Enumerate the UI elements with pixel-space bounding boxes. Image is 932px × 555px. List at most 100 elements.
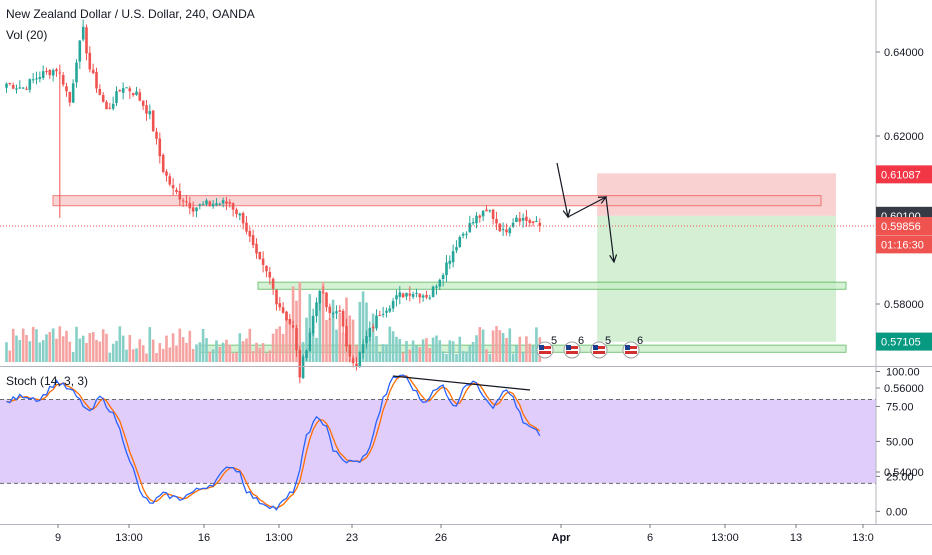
volume-bar <box>248 328 252 362</box>
volume-bar <box>275 328 278 362</box>
volume-bar <box>321 282 325 362</box>
volume-bar <box>215 340 218 362</box>
volume-bar <box>131 349 135 362</box>
candle-body <box>515 217 518 222</box>
candle-body <box>298 349 302 378</box>
volume-bar <box>311 330 315 362</box>
price-badge-label: 0.61087 <box>881 169 921 181</box>
volume-bar <box>38 342 42 362</box>
candle-body <box>191 207 195 212</box>
volume-bar <box>221 342 225 362</box>
volume-bar <box>88 333 92 362</box>
candle-body <box>18 87 22 89</box>
volume-bar <box>438 340 442 362</box>
candle-body <box>528 220 532 223</box>
volume-bar <box>375 336 378 362</box>
volume-bar <box>85 343 88 362</box>
candle-body <box>478 215 482 218</box>
volume-bar <box>458 336 462 362</box>
candle-body <box>485 209 488 212</box>
volume-bar <box>528 343 532 362</box>
candle-body <box>121 88 125 93</box>
price-badge <box>876 332 932 351</box>
volume-bar <box>325 319 328 362</box>
volume-bar <box>451 341 455 362</box>
candle-body <box>151 110 155 132</box>
candle-body <box>345 326 348 347</box>
candle-body <box>28 79 32 90</box>
volume-bar <box>495 326 498 362</box>
volume-bar <box>465 351 468 362</box>
time-tick-label: 16 <box>198 532 210 544</box>
candle-body <box>161 154 165 172</box>
candle-body <box>461 233 465 236</box>
volume-bar <box>185 342 188 362</box>
candle-body <box>185 201 188 203</box>
flag-stripe-icon <box>566 346 578 349</box>
chart-title: New Zealand Dollar / U.S. Dollar, 240, O… <box>6 7 255 21</box>
candle-body <box>508 228 512 234</box>
volume-bar <box>445 354 448 362</box>
volume-bar <box>65 330 68 362</box>
candle-body <box>128 88 132 92</box>
volume-bar <box>175 345 178 362</box>
flag-canton-icon <box>566 345 571 350</box>
candle-body <box>511 222 515 227</box>
price-tick-label: 0.62000 <box>884 131 924 143</box>
volume-bar <box>125 349 128 362</box>
volume-bar <box>261 343 265 362</box>
candle-body <box>355 363 358 366</box>
volume-bar <box>225 339 228 362</box>
candle-body <box>218 203 222 205</box>
volume-bar <box>195 344 198 362</box>
volume-bar <box>235 352 238 362</box>
flag-stripe-icon <box>593 346 605 349</box>
volume-bar <box>201 329 205 362</box>
stoch-tick-label: 0.00 <box>886 506 907 518</box>
volume-bar <box>535 327 538 362</box>
stoch-tick-label: 50.00 <box>886 436 914 448</box>
candle-body <box>85 27 88 54</box>
candle-body <box>21 87 25 89</box>
volume-bar <box>481 329 485 362</box>
volume-bar <box>485 349 488 362</box>
event-marker-count: 6 <box>637 335 643 347</box>
projection-path <box>556 162 615 263</box>
candle-body <box>165 171 168 176</box>
volume-bar <box>305 317 308 362</box>
candle-body <box>388 308 392 312</box>
candle-body <box>231 203 235 210</box>
candle-body <box>375 315 378 329</box>
candle-body <box>368 327 372 338</box>
candle-body <box>441 275 445 279</box>
candle-body <box>468 223 472 233</box>
price-badge-label: 01:16:30 <box>881 239 924 251</box>
volume-bar <box>515 345 518 362</box>
volume-bar <box>181 337 185 362</box>
volume-bar <box>141 345 145 362</box>
candle-body <box>25 88 28 90</box>
flag-canton-icon <box>539 345 544 350</box>
candle-body <box>475 215 478 224</box>
candle-body <box>431 286 435 298</box>
volume-bar <box>461 351 465 362</box>
candle-body <box>425 294 428 298</box>
stoch-k-line <box>6 374 541 511</box>
candle-body <box>65 86 68 92</box>
volume-bar <box>188 330 192 362</box>
candle-body <box>325 292 328 308</box>
flag-stripe-icon <box>625 346 637 349</box>
candle-body <box>265 265 268 272</box>
time-tick-label: 13:00 <box>711 532 739 544</box>
volume-bar <box>435 335 438 362</box>
volume-bar <box>335 329 338 362</box>
volume-bar <box>258 347 262 362</box>
volume-bar <box>95 339 98 362</box>
volume-bar <box>21 328 25 362</box>
candle-body <box>111 103 115 109</box>
volume-bar <box>508 328 512 362</box>
volume-bar <box>405 341 408 362</box>
candle-body <box>45 70 48 72</box>
